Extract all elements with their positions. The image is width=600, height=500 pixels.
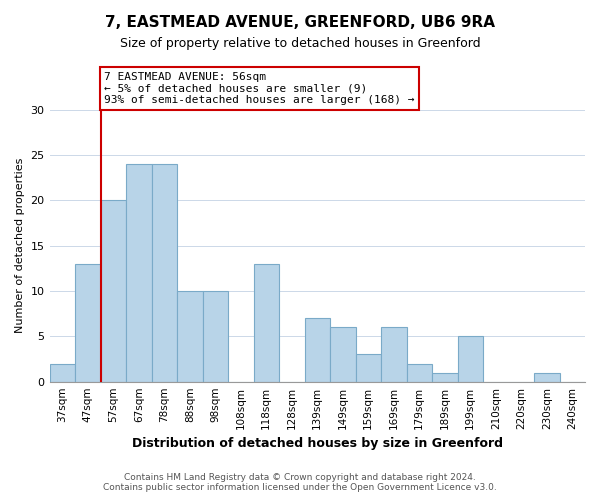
Bar	[50, 364, 75, 382]
Bar	[152, 164, 177, 382]
Text: Size of property relative to detached houses in Greenford: Size of property relative to detached ho…	[119, 38, 481, 51]
Bar	[458, 336, 483, 382]
Bar	[75, 264, 101, 382]
Bar	[177, 291, 203, 382]
Text: 7 EASTMEAD AVENUE: 56sqm
← 5% of detached houses are smaller (9)
93% of semi-det: 7 EASTMEAD AVENUE: 56sqm ← 5% of detache…	[104, 72, 415, 105]
Text: 7, EASTMEAD AVENUE, GREENFORD, UB6 9RA: 7, EASTMEAD AVENUE, GREENFORD, UB6 9RA	[105, 15, 495, 30]
Bar	[254, 264, 279, 382]
Text: Contains HM Land Registry data © Crown copyright and database right 2024.
Contai: Contains HM Land Registry data © Crown c…	[103, 473, 497, 492]
Bar	[101, 200, 126, 382]
Bar	[534, 372, 560, 382]
X-axis label: Distribution of detached houses by size in Greenford: Distribution of detached houses by size …	[132, 437, 503, 450]
Bar	[305, 318, 330, 382]
Bar	[330, 328, 356, 382]
Y-axis label: Number of detached properties: Number of detached properties	[15, 158, 25, 334]
Bar	[381, 328, 407, 382]
Bar	[203, 291, 228, 382]
Bar	[356, 354, 381, 382]
Bar	[126, 164, 152, 382]
Bar	[432, 372, 458, 382]
Bar	[407, 364, 432, 382]
